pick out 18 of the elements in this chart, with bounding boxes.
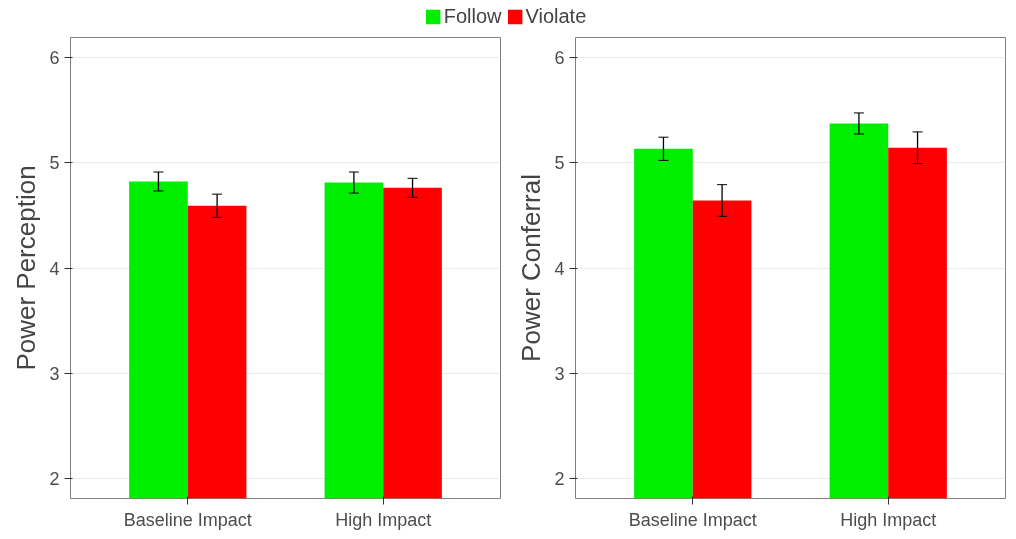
legend-label: Violate [525, 4, 587, 28]
y-tick-label: 5 [554, 153, 565, 174]
y-tick-label: 4 [554, 258, 565, 279]
y-tick-label: 4 [49, 258, 60, 279]
x-tick-label: Baseline Impact [628, 509, 757, 530]
x-tick-label: Baseline Impact [123, 509, 252, 530]
x-tick-label: High Impact [335, 509, 432, 530]
y-tick-label: 2 [554, 469, 565, 490]
y-tick-label: 6 [49, 47, 60, 68]
y-tick-label: 3 [554, 363, 565, 384]
y-tick-label: 5 [49, 153, 60, 174]
y-axis-title: Power Perception [11, 165, 42, 371]
y-tick-label: 6 [554, 47, 565, 68]
x-tick-label: High Impact [840, 509, 937, 530]
y-axis-title: Power Conferral [516, 174, 547, 362]
y-tick-label: 2 [49, 469, 60, 490]
legend-label: Follow [443, 4, 502, 28]
y-tick-label: 3 [49, 363, 60, 384]
